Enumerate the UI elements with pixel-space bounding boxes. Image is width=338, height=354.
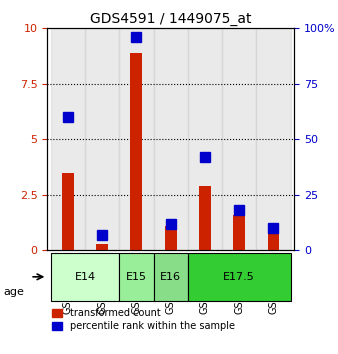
Bar	[199, 186, 211, 250]
FancyBboxPatch shape	[51, 253, 119, 301]
Text: E17.5: E17.5	[223, 272, 255, 282]
Bar	[165, 226, 177, 250]
Bar	[130, 53, 142, 250]
Bar	[85, 28, 119, 250]
Text: E14: E14	[74, 272, 96, 282]
Bar	[96, 244, 108, 250]
Bar	[119, 28, 153, 250]
Bar	[256, 28, 291, 250]
Bar	[233, 215, 245, 250]
Legend: transformed count, percentile rank within the sample: transformed count, percentile rank withi…	[52, 308, 235, 331]
FancyBboxPatch shape	[119, 253, 153, 301]
Text: E16: E16	[160, 272, 181, 282]
Text: E15: E15	[126, 272, 147, 282]
Bar	[267, 230, 280, 250]
FancyBboxPatch shape	[153, 253, 188, 301]
Bar	[62, 172, 74, 250]
Bar	[188, 28, 222, 250]
Bar	[222, 28, 256, 250]
FancyBboxPatch shape	[188, 253, 291, 301]
Text: age: age	[3, 287, 24, 297]
Title: GDS4591 / 1449075_at: GDS4591 / 1449075_at	[90, 12, 251, 26]
Bar	[153, 28, 188, 250]
Bar	[51, 28, 85, 250]
